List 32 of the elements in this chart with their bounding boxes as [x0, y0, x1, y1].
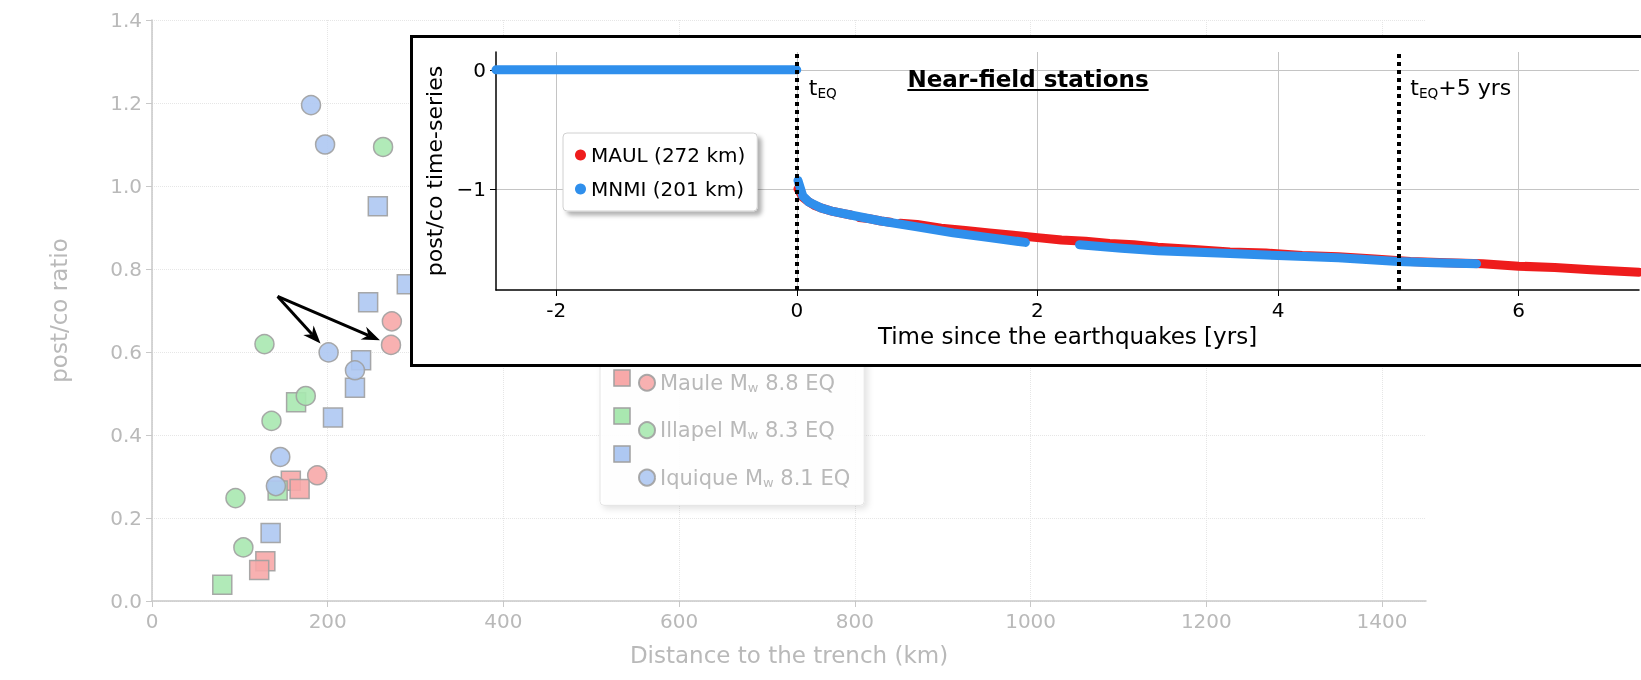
y-tick-label: 0.0: [110, 589, 142, 613]
y-tick-label: 1.4: [110, 8, 142, 32]
x-tick-label: 0: [145, 609, 159, 633]
legend-label: Illapel Mw 8.3 EQ: [660, 418, 835, 443]
y-tick-label: 0.4: [110, 423, 142, 447]
legend-label: Maule Mw 8.8 EQ: [660, 370, 836, 395]
x-tick-label: 400: [484, 609, 523, 633]
x-tick-label: 200: [308, 609, 347, 633]
x-tick-label: 0: [790, 298, 804, 322]
x-tick-label: 6: [1512, 298, 1526, 322]
x-tick-label: 1400: [1356, 609, 1408, 633]
y-tick-label: −1: [456, 176, 486, 201]
x-tick-label: 4: [1271, 298, 1285, 322]
text: Near-field stations: [907, 66, 1149, 92]
x-tick-label: 2: [1031, 298, 1044, 322]
y-axis-title: post/co time-series: [422, 65, 448, 277]
legend-label: Iquique Mw 8.1 EQ: [660, 465, 851, 490]
x-axis-title: Time since the earthquakes [yrs]: [876, 323, 1258, 350]
x-tick-label: 1200: [1180, 609, 1232, 633]
x-tick-label: 1000: [1005, 609, 1057, 633]
x-tick-label: 600: [660, 609, 699, 633]
y-tick-label: 1.0: [110, 174, 142, 198]
y-tick-label: 1.2: [110, 91, 142, 115]
x-tick-label: -2: [546, 298, 567, 322]
y-tick-label: 0.6: [110, 340, 142, 364]
legend-label: MNMI (201 km): [591, 177, 744, 201]
y-tick-label: 0.2: [110, 506, 142, 530]
x-tick-label: 800: [835, 609, 874, 633]
x-axis-title: Distance to the trench (km): [629, 641, 949, 668]
legend-label: MAUL (272 km): [591, 143, 746, 167]
y-tick-label: 0.8: [110, 257, 142, 281]
y-axis-title: post/co ratio: [45, 238, 72, 383]
